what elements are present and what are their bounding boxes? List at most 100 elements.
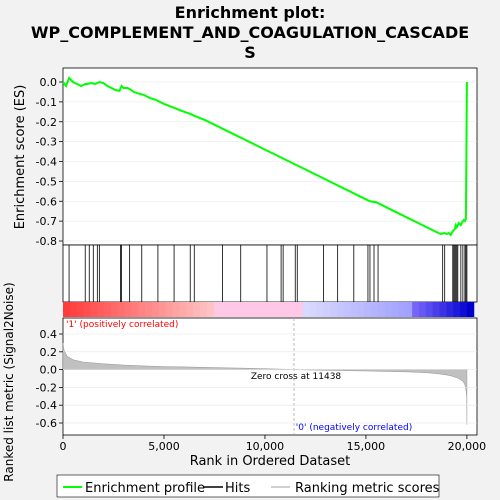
metric-tick-label: 0.0 <box>40 364 58 377</box>
ranking-color-cell <box>309 302 317 317</box>
x-tick-label: 0 <box>60 440 67 453</box>
ranking-color-cell <box>466 302 475 317</box>
ranking-color-cell <box>199 302 208 317</box>
es-tick-label: -0.3 <box>36 136 57 149</box>
ranking-color-cell <box>172 302 180 317</box>
ranking-color-cell <box>110 302 119 317</box>
ranking-color-cell <box>446 302 454 317</box>
ranking-color-cell <box>145 302 153 317</box>
es-tick-label: -0.7 <box>36 215 57 228</box>
legend-es-label: Enrichment profile <box>85 481 205 496</box>
ranking-color-cell <box>117 302 126 317</box>
ranking-color-cell <box>193 302 201 317</box>
ranking-color-cell <box>131 302 139 317</box>
ranking-color-cell <box>453 302 461 317</box>
ranking-color-cell <box>439 302 447 317</box>
x-axis-label: Rank in Ordered Dataset <box>190 454 351 469</box>
metric-tick-label: -0.2 <box>36 381 57 394</box>
metric-tick-label: -0.4 <box>36 399 57 412</box>
es-tick-label: -0.1 <box>36 96 57 109</box>
ranking-color-cell <box>261 302 269 317</box>
ranking-color-cell <box>343 302 352 317</box>
ranking-color-bar <box>63 302 475 317</box>
es-tick-label: -0.2 <box>36 116 57 129</box>
ranking-color-cell <box>418 302 427 317</box>
x-tick-label: 5,000 <box>148 440 180 453</box>
ranking-color-cell <box>158 302 167 317</box>
x-tick-label: 20,000 <box>448 440 487 453</box>
legend-box <box>56 474 440 498</box>
hits-panel <box>62 244 478 303</box>
ranking-color-cell <box>275 302 283 317</box>
chart-title-line3: S <box>244 43 256 62</box>
rank-x-axis: 0 5,000 10,000 15,000 20,000 <box>60 435 487 453</box>
ranking-color-cell <box>316 302 324 317</box>
ranking-color-cell <box>104 302 112 317</box>
ranking-color-cell <box>138 302 146 317</box>
es-tick-label: -0.8 <box>36 235 57 248</box>
chart-title-line1: Enrichment plot: <box>175 3 326 22</box>
ranking-color-cell <box>213 302 221 317</box>
ranking-color-cell <box>220 302 228 317</box>
hits-series <box>68 245 468 302</box>
legend: Enrichment profile Hits Ranking metric s… <box>56 474 440 498</box>
ranking-color-cell <box>90 302 98 317</box>
chart-title-line2: WP_COMPLEMENT_AND_COAGULATION_CASCADE <box>31 23 469 42</box>
ranking-color-cell <box>268 302 276 317</box>
metric-tick-label: 0.2 <box>40 346 58 359</box>
ranking-color-cell <box>412 302 420 317</box>
zero-cross-label: Zero cross at 11438 <box>251 372 342 382</box>
ranking-color-cell <box>336 302 345 317</box>
metric-panel <box>62 317 478 436</box>
ranking-color-cell <box>350 302 358 317</box>
es-series <box>62 76 468 237</box>
es-panel <box>62 67 478 246</box>
metric-y-axis: 0.4 0.2 0.0 -0.2 -0.4 -0.6 <box>36 328 477 430</box>
ranking-color-cell <box>97 302 105 317</box>
es-tick-label: -0.4 <box>36 156 57 169</box>
metric-area <box>62 342 468 425</box>
metric-tick-label: 0.4 <box>40 328 58 341</box>
ranking-color-cell <box>227 302 235 317</box>
es-tick-label: 0.0 <box>40 76 58 89</box>
es-tick-label: -0.6 <box>36 195 57 208</box>
ranking-color-cell <box>323 302 331 317</box>
ranking-color-cell <box>240 302 249 317</box>
ranking-color-cell <box>398 302 406 317</box>
ranking-color-cell <box>302 302 310 317</box>
es-y-axis: 0.0 -0.1 -0.2 -0.3 -0.4 -0.5 -0.6 -0.7 -0.8 <box>36 76 477 248</box>
ranking-color-cell <box>247 302 256 317</box>
ranking-color-cell <box>432 302 441 317</box>
positive-label: '1' (positively correlated) <box>66 320 178 330</box>
ranking-color-cell <box>405 302 413 317</box>
ranking-color-cell <box>69 302 78 317</box>
x-tick-label: 15,000 <box>347 440 386 453</box>
ranking-color-cell <box>282 302 290 317</box>
ranking-color-cell <box>63 302 71 317</box>
ranking-color-cell <box>206 302 215 317</box>
ranking-color-cell <box>83 302 91 317</box>
ranking-color-cell <box>371 302 379 317</box>
es-line <box>62 76 468 237</box>
ranking-color-cell <box>357 302 365 317</box>
es-tick-label: -0.5 <box>36 175 57 188</box>
es-axis-label: Enrichment score (ES) <box>13 85 28 230</box>
ranking-color-cell <box>364 302 372 317</box>
ranking-color-cell <box>384 302 393 317</box>
ranking-color-cell <box>165 302 174 317</box>
legend-hits-label: Hits <box>225 481 250 496</box>
ranking-color-cell <box>460 302 468 317</box>
ranking-color-cell <box>179 302 187 317</box>
legend-metric-label: Ranking metric scores <box>295 481 440 496</box>
ranking-color-cell <box>151 302 160 317</box>
metric-series <box>62 318 468 435</box>
ranking-color-cell <box>391 302 399 317</box>
negative-label: '0' (negatively correlated) <box>296 423 412 433</box>
x-tick-label: 10,000 <box>246 440 285 453</box>
ranking-color-cell <box>329 302 338 317</box>
ranking-color-cell <box>76 302 85 317</box>
ranking-color-cell <box>124 302 132 317</box>
ranking-color-cell <box>425 302 434 317</box>
ranking-color-cell <box>377 302 386 317</box>
